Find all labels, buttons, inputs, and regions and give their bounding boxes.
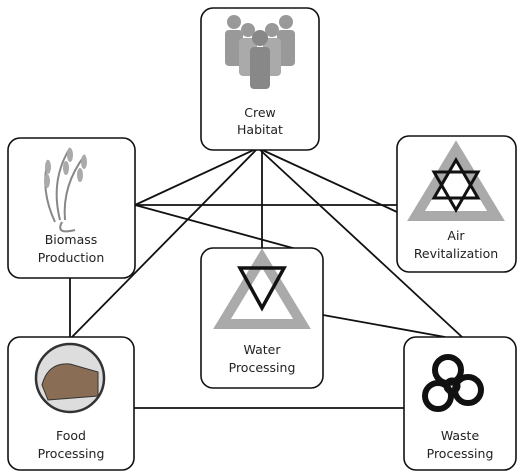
edge [322, 314, 446, 338]
node-label: Habitat [237, 122, 283, 137]
node-biomass: Biomass Production [7, 137, 136, 279]
edges [69, 147, 463, 409]
edge [134, 147, 259, 206]
edge [134, 204, 301, 251]
bread-icon [41, 363, 99, 401]
triangle-down [431, 170, 481, 213]
node-label: Production [38, 250, 105, 265]
edge [257, 147, 398, 213]
node-label: Crew [244, 105, 276, 120]
edge [257, 147, 463, 338]
node-label: Biomass [45, 232, 98, 247]
node-label: Waste [441, 428, 480, 443]
node-waste: Waste Processing [403, 336, 517, 471]
node-label: Processing [427, 446, 494, 461]
node-label: Processing [38, 446, 105, 461]
node-label: Food [56, 428, 86, 443]
triangle-down [237, 266, 287, 312]
node-label: Revitalization [414, 246, 498, 261]
wheat-grains [44, 148, 87, 188]
node-water: Water Processing [200, 247, 324, 389]
node-food: Food Processing [7, 336, 135, 471]
node-air: Air Revitalization [396, 135, 517, 273]
node-label: Air [447, 228, 465, 243]
people-icon [225, 15, 295, 89]
node-crew: Crew Habitat [200, 7, 320, 151]
node-box [396, 135, 517, 273]
node-label: Processing [229, 360, 296, 375]
recycle-icon [407, 140, 505, 221]
node-label: Water [244, 342, 282, 357]
recycle-icon [213, 248, 311, 329]
biohazard-icon [422, 354, 484, 412]
edge [71, 147, 259, 338]
node-box [200, 247, 324, 389]
triangle-up [431, 157, 481, 200]
node-box [7, 137, 136, 279]
